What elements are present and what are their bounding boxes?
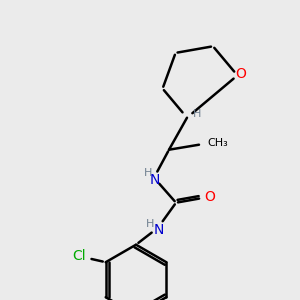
Text: O: O [205,190,215,204]
Text: Cl: Cl [72,249,86,263]
Text: CH₃: CH₃ [207,138,228,148]
Text: H: H [193,109,201,119]
Text: H: H [146,219,154,229]
Text: O: O [235,68,246,81]
Text: H: H [144,168,152,178]
Text: N: N [154,223,164,237]
Text: N: N [150,173,160,187]
